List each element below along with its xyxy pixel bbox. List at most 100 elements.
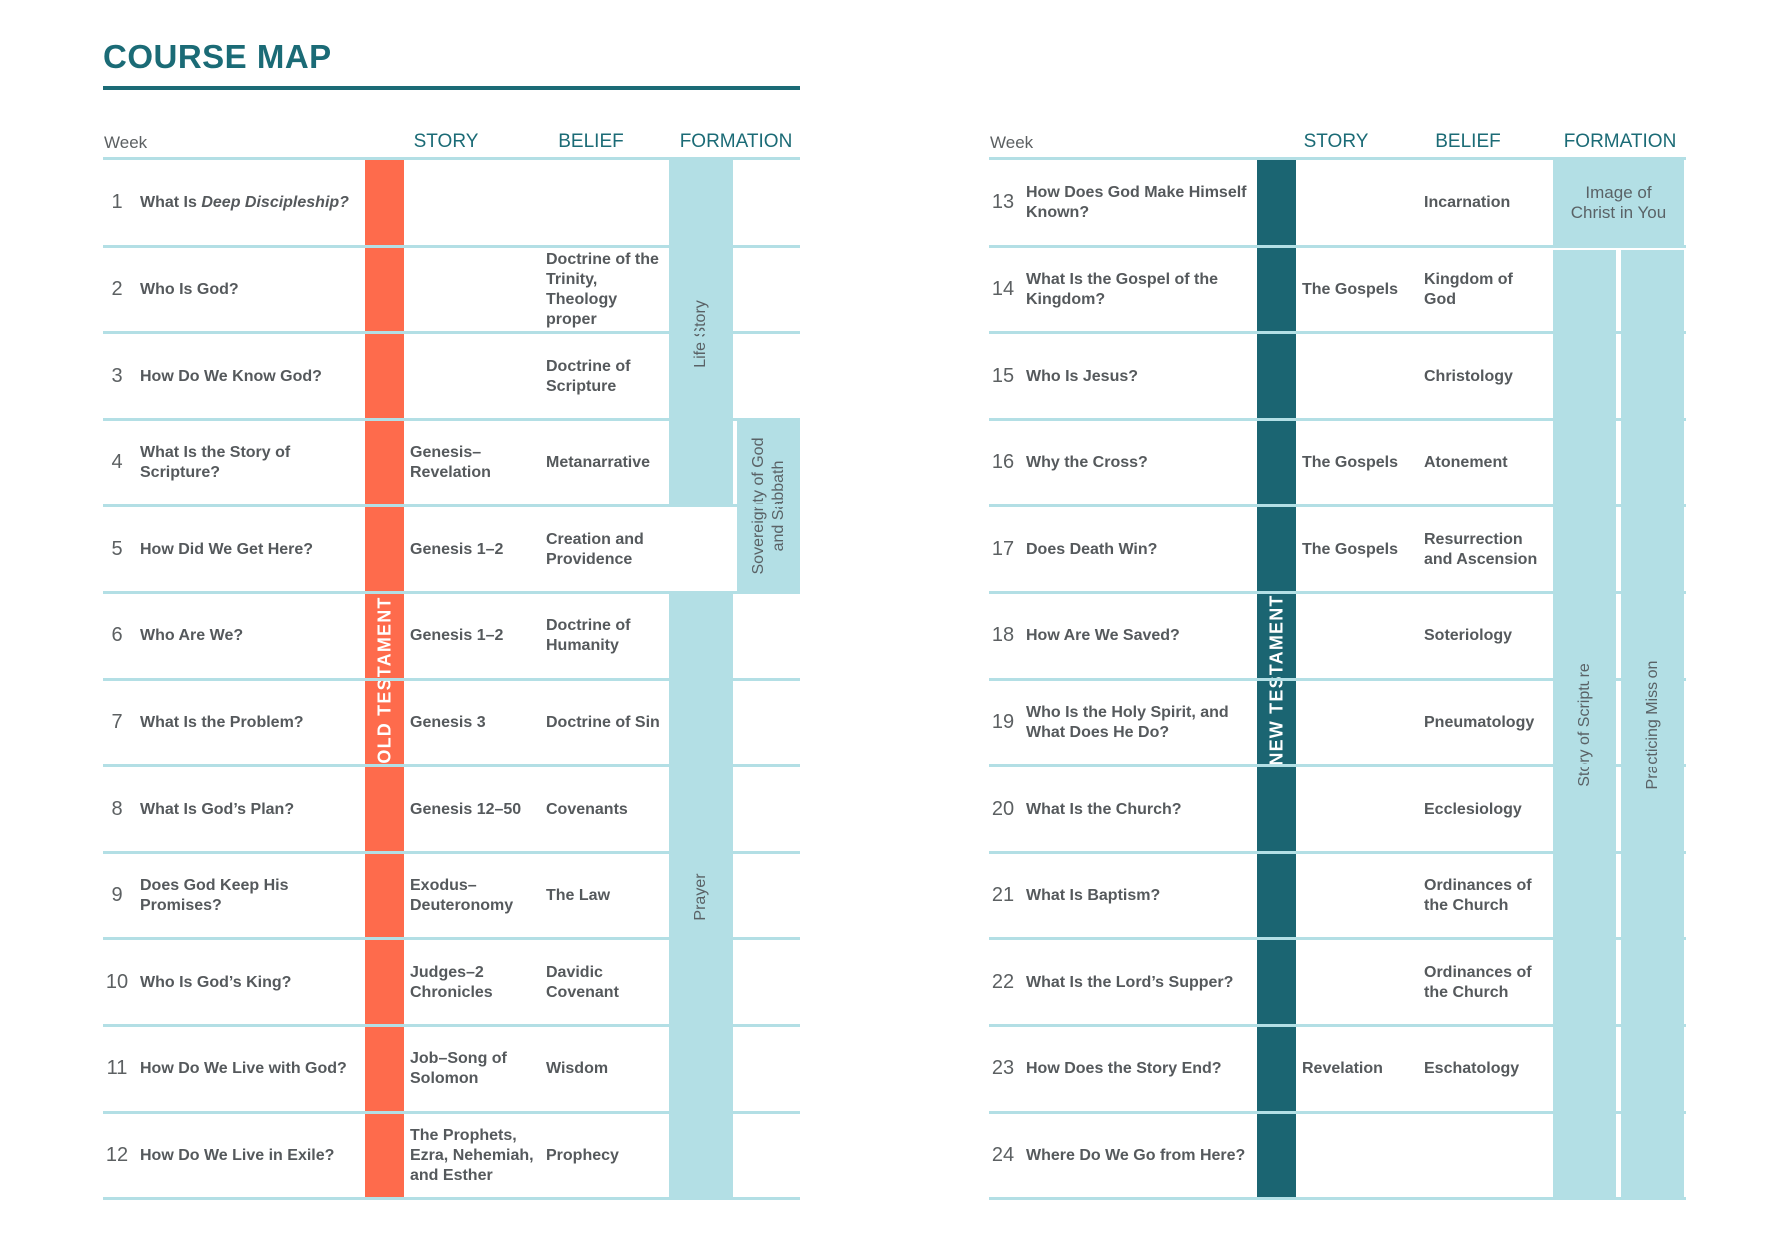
week-number: 5 xyxy=(111,537,123,560)
story-of-scripture-band: Story of Scripture xyxy=(1553,250,1616,1200)
row-divider xyxy=(103,937,800,941)
week-number: 11 xyxy=(106,1057,128,1080)
story-cell: The Gospels xyxy=(1302,454,1399,472)
row-divider xyxy=(989,1197,1686,1201)
belief-cell: Prophecy xyxy=(546,1146,619,1164)
formation-header: FORMATION xyxy=(1563,131,1677,152)
belief-cell: Kingdom of God xyxy=(1424,270,1513,308)
row-divider xyxy=(989,1110,1686,1114)
week-number: 21 xyxy=(991,884,1015,907)
question-emphasis: Deep Discipleship? xyxy=(201,194,349,212)
week-question: What Is the Problem? xyxy=(140,713,304,731)
week-question: How Does God Make Himself Known? xyxy=(1026,184,1247,222)
row-divider xyxy=(989,244,1686,248)
story-cell: Genesis 3 xyxy=(410,713,486,731)
page-title: COURSE MAP xyxy=(103,38,332,75)
belief-cell: Ordinances of the Church xyxy=(1424,877,1532,915)
belief-cell: Doctrine of Scripture xyxy=(546,357,631,395)
story-cell: Job–Song of Solomon xyxy=(410,1050,507,1088)
week-header: Week xyxy=(104,133,148,152)
week-question: Who Is the Holy Spirit, and What Does He… xyxy=(1026,703,1229,741)
story-header: STORY xyxy=(413,131,479,152)
week-question: What Is Deep Discipleship? xyxy=(140,193,365,213)
week-number: 18 xyxy=(991,624,1015,647)
belief-cell: Incarnation xyxy=(1424,194,1511,212)
week-number: 24 xyxy=(991,1143,1015,1166)
story-cell: The Prophets, Ezra, Nehemiah, and Esther xyxy=(410,1126,534,1184)
week-number: 15 xyxy=(991,364,1015,387)
story-cell: Judges–2 Chronicles xyxy=(410,963,493,1001)
belief-cell: Metanarrative xyxy=(546,454,651,472)
story-cell: Genesis–Revelation xyxy=(410,444,491,482)
week-question: Who Is Jesus? xyxy=(1026,367,1139,385)
row-divider xyxy=(989,677,1686,681)
belief-cell: Davidic Covenant xyxy=(546,963,619,1001)
belief-cell: The Law xyxy=(546,887,611,905)
image-of-christ-box: Image of Christ in You xyxy=(1553,160,1684,246)
week-question: How Does the Story End? xyxy=(1026,1060,1222,1078)
belief-cell: Christology xyxy=(1424,367,1513,385)
week-question: How Do We Know God? xyxy=(140,367,322,385)
image-of-christ-label: Image of Christ in You xyxy=(1570,183,1667,222)
row-divider xyxy=(103,157,800,160)
week-header: Week xyxy=(990,133,1034,152)
week-number: 6 xyxy=(111,624,123,647)
story-of-scripture-label: Story of Scripture xyxy=(1575,663,1593,787)
belief-cell: Ecclesiology xyxy=(1424,800,1522,818)
belief-cell: Wisdom xyxy=(546,1060,609,1078)
belief-cell: Soteriology xyxy=(1424,627,1513,645)
week-question: What Is Baptism? xyxy=(1026,887,1161,905)
week-question: Who Is God’s King? xyxy=(140,973,292,991)
prayer-band: Prayer xyxy=(669,593,733,1200)
week-number: 16 xyxy=(991,451,1015,474)
week-number: 12 xyxy=(105,1143,129,1166)
week-number: 8 xyxy=(111,797,123,820)
week-question: Why the Cross? xyxy=(1026,454,1148,472)
week-number: 22 xyxy=(991,970,1015,993)
week-number: 7 xyxy=(111,710,123,733)
row-divider xyxy=(103,417,800,421)
story-cell: Exodus–Deuteronomy xyxy=(410,877,514,915)
week-question: How Are We Saved? xyxy=(1026,627,1180,645)
belief-cell: Resurrection and Ascension xyxy=(1424,530,1538,568)
row-divider xyxy=(103,1024,800,1027)
row-divider xyxy=(103,677,800,681)
week-question: Does God Keep His Promises? xyxy=(140,877,289,915)
week-number: 2 xyxy=(111,277,123,300)
week-question: What Is God’s Plan? xyxy=(140,800,295,818)
row-divider xyxy=(103,331,800,335)
row-divider xyxy=(989,331,1686,335)
row-divider xyxy=(103,591,800,594)
belief-cell: Doctrine of Humanity xyxy=(546,617,631,655)
week-question: What Is the Gospel of the Kingdom? xyxy=(1026,270,1219,308)
week-question: Where Do We Go from Here? xyxy=(1026,1146,1246,1164)
week-number: 3 xyxy=(111,364,123,387)
question-text: What Is xyxy=(140,194,202,212)
week-question: Does Death Win? xyxy=(1026,540,1158,558)
story-cell: Genesis 1–2 xyxy=(410,540,504,558)
week-number: 9 xyxy=(111,884,123,907)
week-question: How Did We Get Here? xyxy=(140,540,314,558)
belief-cell: Covenants xyxy=(546,800,628,818)
belief-cell: Doctrine of Sin xyxy=(546,713,660,731)
week-question: What Is the Story of Scripture? xyxy=(140,444,291,482)
row-divider xyxy=(103,1197,800,1201)
story-cell: The Gospels xyxy=(1302,280,1399,298)
row-divider xyxy=(103,1110,800,1114)
title-rule xyxy=(103,86,800,90)
row-divider xyxy=(989,504,1686,508)
row-divider xyxy=(989,1024,1686,1027)
story-cell: Genesis 1–2 xyxy=(410,627,504,645)
formation-header: FORMATION xyxy=(679,131,793,152)
week-question: Who Are We? xyxy=(140,627,244,645)
week-question: What Is the Lord’s Supper? xyxy=(1026,973,1234,991)
belief-cell: Atonement xyxy=(1424,454,1508,472)
row-divider xyxy=(103,504,800,508)
row-divider xyxy=(103,764,800,768)
week-question: What Is the Church? xyxy=(1026,800,1182,818)
week-number: 23 xyxy=(991,1057,1015,1080)
story-cell: Genesis 12–50 xyxy=(410,800,522,818)
row-divider xyxy=(103,244,800,248)
story-cell: Revelation xyxy=(1302,1060,1383,1078)
week-question: How Do We Live with God? xyxy=(140,1060,347,1078)
